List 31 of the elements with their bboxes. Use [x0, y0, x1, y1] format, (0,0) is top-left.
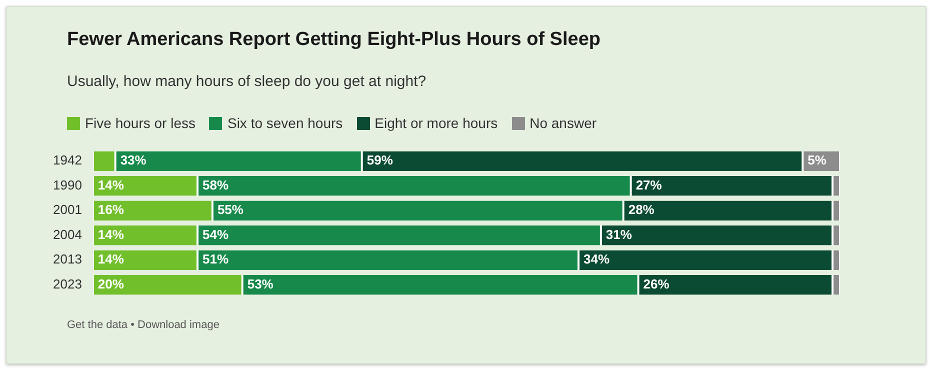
- y-tick-label: 1990: [53, 177, 82, 192]
- y-tick-label: 2013: [53, 252, 82, 267]
- legend-label: Eight or more hours: [374, 115, 498, 131]
- chart-subtitle: Usually, how many hours of sleep do you get at night?: [67, 73, 426, 90]
- data-label: 20%: [98, 276, 124, 292]
- data-label: 33%: [120, 152, 147, 168]
- data-label: 34%: [584, 252, 610, 267]
- data-label: 51%: [202, 252, 229, 267]
- data-label: 14%: [98, 177, 124, 192]
- data-label: 16%: [98, 202, 124, 218]
- data-label: 59%: [366, 152, 394, 168]
- data-label: 55%: [217, 202, 244, 218]
- data-label: 27%: [636, 177, 662, 192]
- text: Get the data • Download image: [67, 319, 220, 331]
- legend-label: Six to seven hours: [226, 115, 343, 131]
- data-label: 14%: [98, 226, 124, 242]
- data-label: 31%: [606, 226, 632, 242]
- legend-label: Five hours or less: [84, 115, 196, 131]
- y-tick-label: 2023: [53, 276, 82, 292]
- legend-label: No answer: [528, 115, 597, 131]
- data-label: 14%: [98, 252, 124, 267]
- y-tick-label: 2004: [53, 226, 82, 242]
- y-tick-label: 2001: [53, 202, 82, 218]
- data-label: 5%: [808, 152, 827, 168]
- data-label: 28%: [628, 202, 655, 218]
- data-label: 54%: [202, 226, 229, 242]
- data-label: 53%: [247, 276, 274, 292]
- chart-title: Fewer Americans Report Getting Eight-Plus Hours of Sleep: [67, 29, 600, 51]
- y-tick-label: 1942: [53, 152, 82, 168]
- data-label: 26%: [643, 276, 670, 292]
- data-label: 58%: [202, 177, 229, 192]
